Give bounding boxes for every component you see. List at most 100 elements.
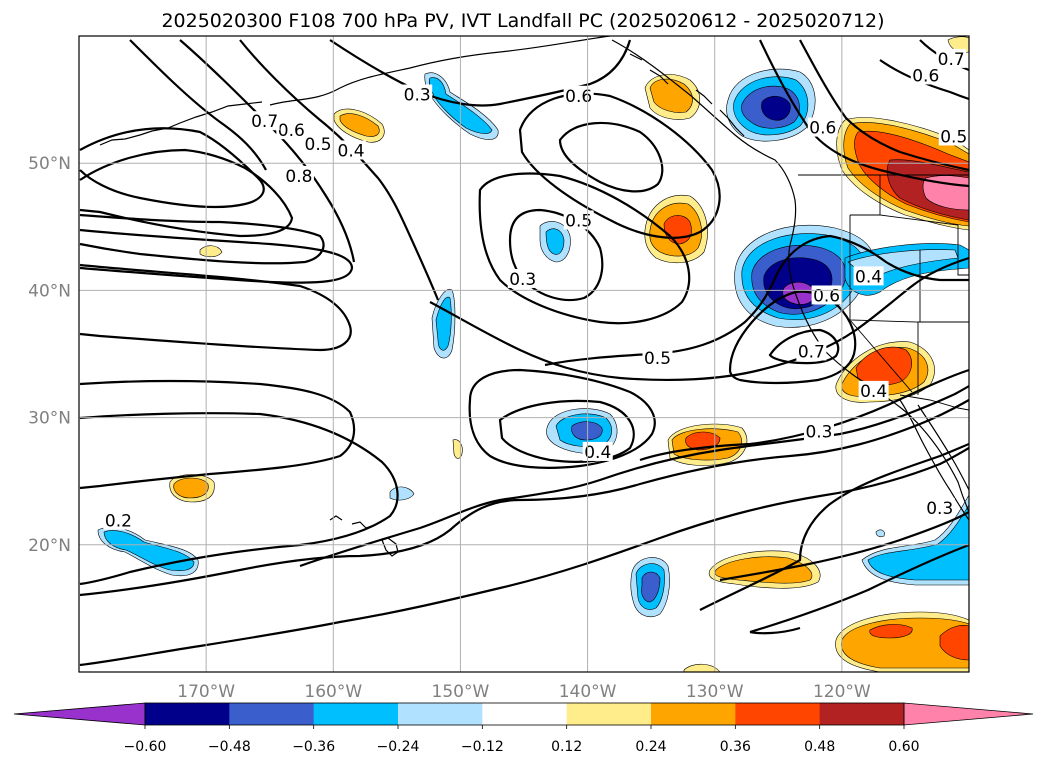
contour-label: 0.6 [565,87,592,107]
negative-anomaly-region [571,421,603,441]
contour-label-background [803,421,834,441]
contour-0.6 [129,39,267,171]
coastline-alaska [269,36,611,106]
contour-0.6 [799,39,969,172]
colorbar-segment [651,703,736,725]
contour-label-background [642,347,673,367]
negative-anomaly-region [761,95,791,121]
contour-label-background [276,120,307,140]
colorbar-tick-label: −0.36 [292,739,335,755]
contour-0.4 [79,263,352,352]
contour-label: 0.3 [926,499,953,519]
negative-anomaly-region [641,571,661,603]
coastline-baja [899,399,969,521]
negative-anomaly-region [875,529,885,538]
lon-tick-label: 170°W [177,682,235,702]
contour-label-background [853,266,884,286]
positive-anomaly-region [869,624,913,639]
contour-label: 0.4 [584,443,611,463]
colorbar-frame [144,702,905,726]
contour-label-background [924,497,955,517]
colorbar-tick-label: −0.48 [208,739,251,755]
contour-0.7 [79,148,294,238]
contour-0.7 [768,328,840,365]
colorbar-tick-label: 0.36 [720,739,751,755]
contour-0.2 [749,543,969,635]
contour-label: 0.5 [644,349,671,369]
contour-0.5 [179,39,356,263]
contour-label: 0.3 [805,423,832,443]
negative-anomaly-region [782,281,816,305]
lat-tick-label: 20°N [28,536,71,556]
contour-0.4 [239,39,440,301]
contour-label: 0.4 [855,267,882,287]
contour-label-background [336,140,367,160]
contour-0.3 [329,39,632,107]
border-us-mexico [899,394,969,411]
negative-anomaly-region [867,504,969,581]
colorbar-tick-label: 0.12 [551,739,582,755]
contour-0.2 [79,447,969,667]
border-us-states [849,175,969,395]
contour-0.5 [79,228,354,284]
contour-0.2 [79,399,969,597]
contour-0.5 [759,39,969,188]
contour-label: 0.7 [938,50,965,70]
negative-anomaly-region [103,530,195,572]
contour-label: 0.5 [940,127,967,147]
latitude-tick-labels: 20°N 30°N 40°N 50°N [28,154,71,556]
lat-tick-label: 50°N [28,154,71,174]
contour-label: 0.6 [278,121,305,141]
colorbar-segment [819,703,905,725]
contour-0.3 [699,442,969,611]
colorbar-tick-label: 0.24 [635,739,666,755]
lon-tick-label: 130°W [686,682,744,702]
contour-0.8 [79,127,265,208]
positive-anomaly-region [173,477,209,499]
colorbar-extend-high [903,702,1034,726]
contour-label: 0.5 [565,211,592,231]
contour-0.5 [558,121,664,193]
contour-label: 0.6 [912,66,939,86]
contour-0.3 [79,379,356,490]
contour-label: 0.6 [809,119,836,139]
coastline-gulf-california [917,404,969,491]
contour-label: 0.5 [305,135,332,155]
contour-0.3 [299,385,969,568]
contour-label-background [796,341,827,361]
contour-label-background [402,84,433,104]
contour-label-background [582,441,613,461]
contour-label: 0.7 [798,342,825,362]
lon-tick-label: 120°W [813,682,871,702]
longitude-tick-labels: 170°W 160°W 150°W 140°W 130°W 120°W [177,682,871,702]
contour-0.6 [518,92,721,239]
colorbar-segment [566,703,652,725]
contour-label: 0.4 [338,141,365,161]
positive-anomaly-region [683,663,721,672]
colorbar: −0.60 −0.48 −0.36 −0.24 −0.12 0.12 0.24 0.36 0.4… [13,702,1034,755]
contour-0.6 [728,290,857,385]
map-title: 2025020300 F108 700 hPa PV, IVT Landfall… [161,10,884,32]
lat-tick-label: 40°N [28,281,71,301]
contour-label-background [807,117,838,137]
lon-tick-label: 150°W [432,682,490,702]
contour-label-background [507,268,538,288]
contour-label-background [103,510,134,530]
coastline-aleutians [99,101,263,146]
colorbar-segment [398,703,483,725]
contour-label: 0.7 [251,112,278,132]
contour-label-background [938,126,969,146]
positive-anomaly-region [339,113,380,137]
contour-label-background [283,165,314,185]
positive-anomaly-region [199,245,223,258]
colorbar-extend-low [13,702,146,726]
contour-label-background [249,111,280,131]
lon-tick-label: 160°W [304,682,362,702]
colorbar-segment [482,703,568,725]
contour-0.6 [79,213,325,265]
contour-label: 0.4 [860,382,887,402]
positive-anomaly-region [947,36,969,53]
map-area: 0.20.30.30.30.30.40.40.40.40.50.50.50.50… [79,36,969,672]
contour-0.4 [498,399,635,463]
